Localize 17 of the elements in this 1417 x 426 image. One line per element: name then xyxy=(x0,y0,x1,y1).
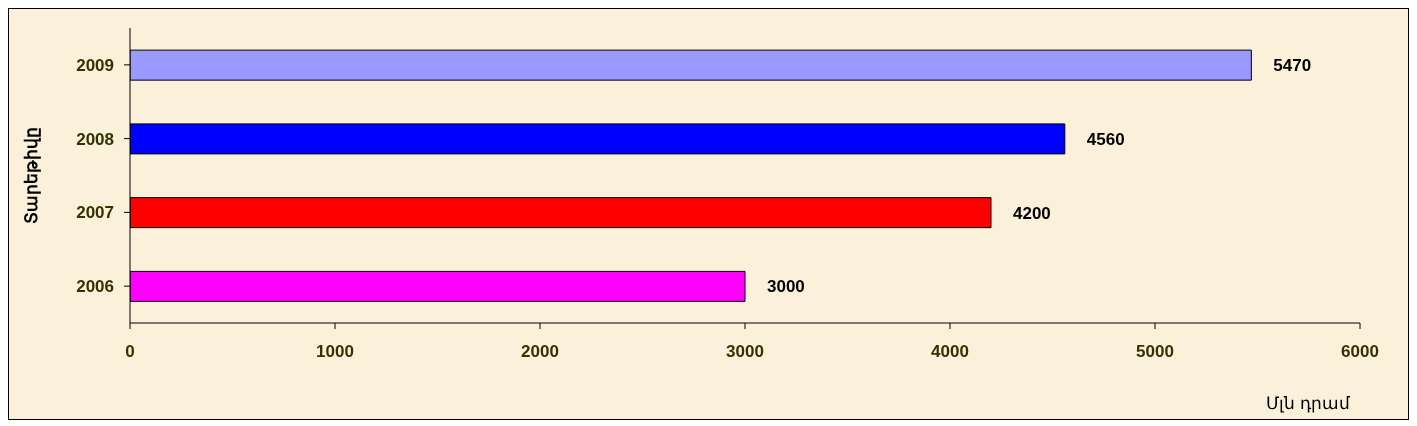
x-tick-label: 2000 xyxy=(521,342,559,362)
x-tick-label: 4000 xyxy=(931,342,969,362)
data-label: 4200 xyxy=(1013,203,1051,223)
x-tick-label: 5000 xyxy=(1136,342,1174,362)
x-tick-label: 0 xyxy=(125,342,135,362)
y-tick-label: 2008 xyxy=(76,129,114,149)
data-label: 4560 xyxy=(1086,129,1125,149)
y-axis-title: Տարեթիվը xyxy=(22,127,42,224)
data-label: 3000 xyxy=(767,277,805,297)
y-tick-label: 2006 xyxy=(76,277,114,297)
x-tick-label: 3000 xyxy=(726,342,764,362)
y-tick-label: 2007 xyxy=(76,203,114,223)
x-tick-label: 6000 xyxy=(1341,342,1379,362)
y-tick-label: 2009 xyxy=(76,55,114,75)
data-label: 5470 xyxy=(1273,56,1312,76)
x-tick-label: 1000 xyxy=(316,342,354,362)
x-axis-title: Մլն դրամ xyxy=(1266,394,1350,413)
